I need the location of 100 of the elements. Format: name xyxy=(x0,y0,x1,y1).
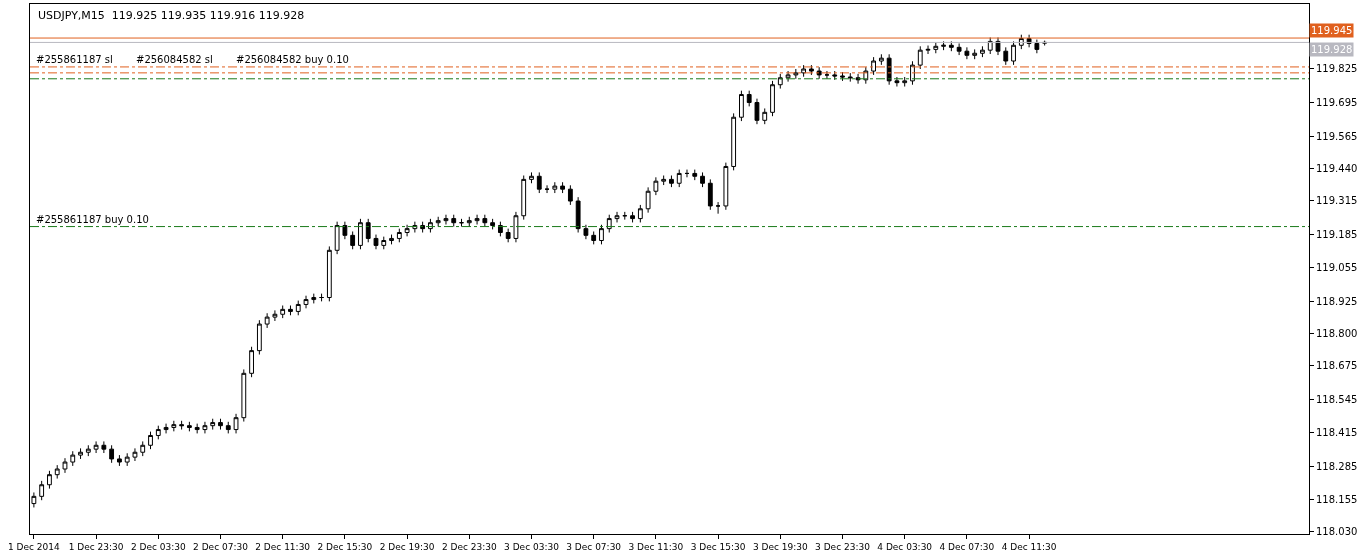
candlestick xyxy=(179,420,185,431)
candlestick xyxy=(396,228,402,243)
x-tick-label: 2 Dec 15:30 xyxy=(317,541,373,552)
candlestick xyxy=(731,112,737,171)
candlestick xyxy=(249,346,254,378)
candlestick xyxy=(466,216,472,228)
y-tick-label: 119.825 xyxy=(1316,63,1358,75)
candlestick xyxy=(995,37,1001,56)
candlestick xyxy=(373,234,379,250)
candlestick xyxy=(1003,46,1009,66)
x-tick-label: 3 Dec 07:30 xyxy=(566,541,622,552)
candlestick xyxy=(941,40,946,51)
candlestick xyxy=(124,452,130,467)
candlestick xyxy=(746,90,752,107)
x-tick-label: 3 Dec 11:30 xyxy=(628,541,684,552)
candlestick xyxy=(980,45,985,58)
candlestick xyxy=(692,169,698,181)
x-tick-label: 3 Dec 15:30 xyxy=(690,541,746,552)
candlestick xyxy=(669,175,674,188)
candlestick xyxy=(435,216,441,228)
candlestick xyxy=(451,214,457,228)
y-tick-label: 119.315 xyxy=(1316,195,1358,207)
ref-line-label: #256084582 sl xyxy=(136,54,213,65)
candlestick xyxy=(93,440,99,454)
candlestick xyxy=(754,98,760,125)
candlestick xyxy=(171,420,177,432)
candlestick xyxy=(155,425,161,440)
candlestick xyxy=(583,224,589,240)
candlestick xyxy=(280,304,286,319)
candlestick xyxy=(140,440,146,457)
candlestick xyxy=(482,214,488,228)
candlestick xyxy=(715,201,721,215)
candlestick xyxy=(85,444,91,457)
candlestick xyxy=(70,450,76,467)
candlestick xyxy=(521,175,527,221)
candlestick xyxy=(132,447,138,462)
y-tick-label: 118.285 xyxy=(1316,460,1358,472)
candlestick xyxy=(529,171,534,184)
y-tick-label: 118.155 xyxy=(1316,494,1358,506)
candlestick xyxy=(505,228,511,243)
candlestick xyxy=(420,221,426,234)
candlestick xyxy=(770,80,775,117)
candlestick xyxy=(303,295,309,309)
candlestick xyxy=(925,45,931,55)
candlestick xyxy=(606,214,612,234)
candlestick xyxy=(256,319,262,355)
x-tick-label: 2 Dec 07:30 xyxy=(193,541,249,552)
candlestick xyxy=(78,447,83,460)
x-tick-label: 3 Dec 03:30 xyxy=(504,541,560,552)
candlestick xyxy=(739,90,744,122)
y-tick-label: 118.800 xyxy=(1316,327,1358,339)
candlestick xyxy=(109,444,115,464)
candlestick xyxy=(661,175,667,186)
candlestick xyxy=(1011,40,1016,66)
candlestick xyxy=(599,224,604,245)
candlestick xyxy=(653,176,659,196)
candlestick xyxy=(777,73,783,90)
candlestick xyxy=(218,418,223,431)
ref-line-label: #255861187 buy 0.10 xyxy=(36,214,149,225)
candlestick xyxy=(163,423,169,434)
candlestick xyxy=(225,421,231,434)
candlestick xyxy=(723,162,729,211)
candlestick xyxy=(917,45,923,70)
candlestick xyxy=(801,64,807,78)
candlestick xyxy=(808,64,814,76)
y-tick-label: 119.055 xyxy=(1316,262,1358,274)
candlestick xyxy=(878,53,884,66)
x-tick-label: 3 Dec 23:30 xyxy=(815,541,871,552)
candlestick xyxy=(490,218,496,230)
candlestick xyxy=(902,76,908,88)
candlestick xyxy=(381,236,387,250)
candlestick xyxy=(840,71,845,82)
candlestick xyxy=(342,221,348,240)
candlestick xyxy=(972,48,978,60)
candlestick xyxy=(707,178,713,211)
candlestick xyxy=(62,457,68,474)
candlestick xyxy=(288,304,293,316)
candlestick xyxy=(389,234,394,245)
x-tick-label: 1 Dec 23:30 xyxy=(68,541,124,552)
candlestick xyxy=(637,204,643,223)
y-tick-label: 118.545 xyxy=(1316,393,1358,405)
candlestick xyxy=(358,218,363,250)
candlestick xyxy=(832,70,838,81)
candlestick xyxy=(622,211,628,221)
candlestick xyxy=(785,70,791,83)
candlestick xyxy=(1034,39,1040,54)
y-tick-label: 119.565 xyxy=(1316,130,1358,142)
x-tick-label: 2 Dec 19:30 xyxy=(379,541,435,552)
candlestick xyxy=(513,211,519,243)
x-tick-label: 1 Dec 2014 xyxy=(8,541,61,552)
candlestick xyxy=(459,218,464,228)
candlestick xyxy=(233,413,239,434)
candlestick xyxy=(404,224,410,237)
candlestick xyxy=(684,169,690,178)
candlestick xyxy=(956,42,962,56)
candlestick xyxy=(847,72,853,83)
x-tick-label: 3 Dec 19:30 xyxy=(752,541,808,552)
candlestick xyxy=(311,293,317,304)
candlestick xyxy=(443,214,449,226)
x-tick-label: 2 Dec 11:30 xyxy=(255,541,311,552)
